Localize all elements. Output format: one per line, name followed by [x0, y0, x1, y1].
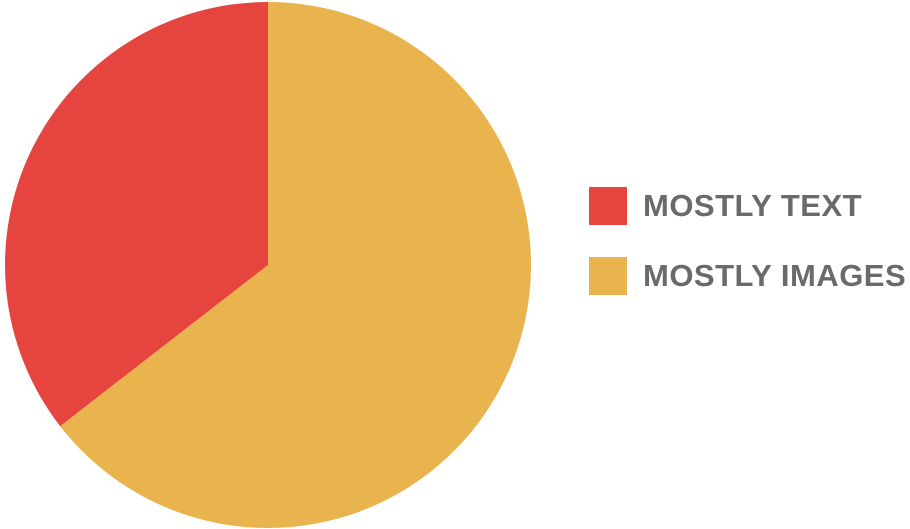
pie-slice-mostly-images: [60, 1, 532, 528]
legend: MOSTLY TEXT MOSTLY IMAGES: [589, 186, 906, 326]
pie-slice-mostly-text: [5, 2, 269, 427]
legend-label-mostly-text: MOSTLY TEXT: [643, 188, 863, 223]
legend-swatch-mostly-text: [589, 187, 627, 225]
pie-slices: [5, 1, 532, 528]
legend-swatch-mostly-images: [589, 257, 627, 295]
legend-label-mostly-images: MOSTLY IMAGES: [643, 258, 907, 293]
legend-item-mostly-text: MOSTLY TEXT: [589, 186, 906, 226]
legend-item-mostly-images: MOSTLY IMAGES: [589, 256, 906, 296]
